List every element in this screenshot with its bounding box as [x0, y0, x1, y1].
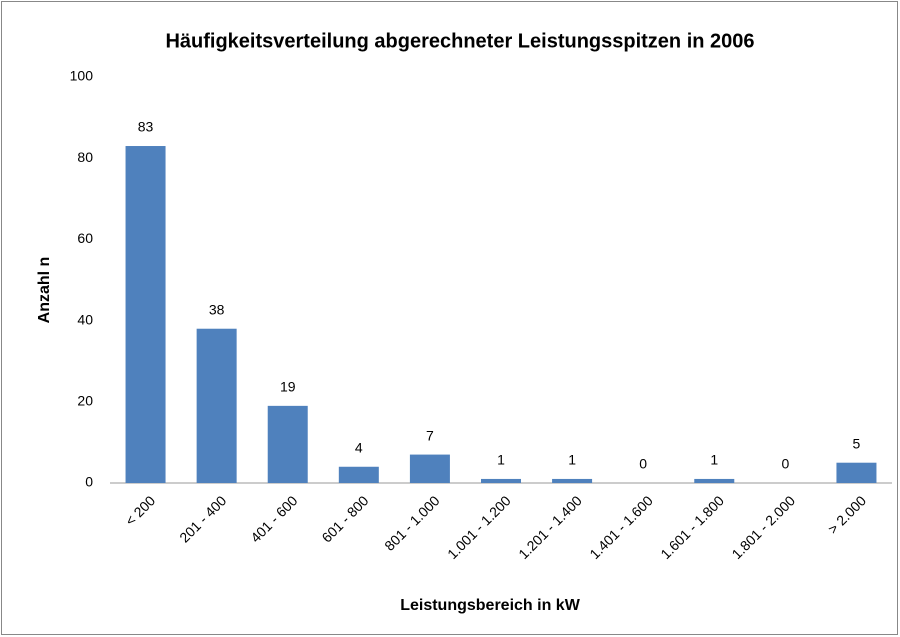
bar — [125, 146, 166, 483]
y-tick-label: 0 — [85, 474, 93, 490]
data-label: 1 — [497, 452, 505, 468]
data-label: 4 — [355, 439, 363, 455]
data-label: 0 — [639, 456, 647, 472]
bar — [694, 478, 735, 483]
data-label: 0 — [781, 456, 789, 472]
data-label: 7 — [426, 427, 434, 443]
data-label: 38 — [209, 301, 225, 317]
data-label: 83 — [138, 119, 154, 135]
bar — [409, 454, 450, 483]
data-label: 19 — [280, 379, 296, 395]
y-tick-label: 40 — [77, 311, 93, 327]
y-tick-label: 80 — [77, 149, 93, 165]
data-label: 5 — [853, 435, 861, 451]
y-tick-label: 60 — [77, 230, 93, 246]
y-tick-label: 100 — [70, 68, 94, 84]
chart-title: Häufigkeitsverteilung abgerechneter Leis… — [165, 30, 754, 52]
bar — [338, 466, 379, 483]
x-axis-title: Leistungsbereich in kW — [400, 597, 580, 614]
bar — [481, 478, 521, 483]
y-axis-title: Anzahl n — [36, 257, 53, 324]
data-label: 1 — [568, 452, 576, 468]
bar — [836, 462, 877, 483]
y-tick-label: 20 — [77, 393, 93, 409]
bar — [267, 405, 308, 483]
data-label: 1 — [710, 452, 718, 468]
bar — [552, 478, 593, 483]
bar — [196, 328, 237, 483]
